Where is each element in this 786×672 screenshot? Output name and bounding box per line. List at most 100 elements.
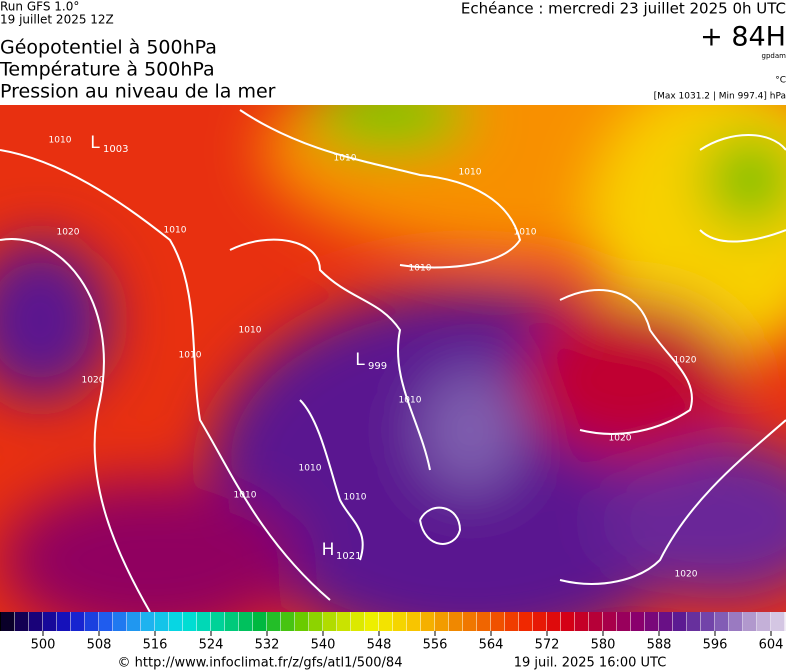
colorbar-swatch	[379, 612, 393, 631]
isobar-label: 1020	[82, 376, 105, 386]
colorbar-swatch	[407, 612, 421, 631]
colorbar-swatch	[561, 612, 575, 631]
colorbar-swatch	[673, 612, 687, 631]
colorbar-swatch	[519, 612, 533, 631]
valid-time: Echéance : mercredi 23 juillet 2025 0h U…	[461, 0, 786, 18]
colorbar-swatch	[715, 612, 729, 631]
colorbar-swatch	[645, 612, 659, 631]
colorbar-swatch	[155, 612, 169, 631]
colorbar-swatch	[71, 612, 85, 631]
source: © http://www.infoclimat.fr/z/gfs/atl1/50…	[118, 656, 403, 671]
isobar-label: 1010	[514, 228, 537, 238]
isobar-label: 1020	[609, 434, 632, 444]
colorbar-swatch	[463, 612, 477, 631]
colorbar-swatch	[785, 612, 786, 631]
colorbar-swatch	[211, 612, 225, 631]
colorbar-swatch	[659, 612, 673, 631]
run-date: 19 juillet 2025 12Z	[0, 13, 114, 27]
colorbar-swatch	[771, 612, 785, 631]
colorbar-swatch	[309, 612, 323, 631]
colorbar-swatch	[393, 612, 407, 631]
colorbar-swatch	[197, 612, 211, 631]
colorbar-swatch	[701, 612, 715, 631]
colorbar-swatch	[337, 612, 351, 631]
colorbar-swatch	[113, 612, 127, 631]
isobar-label: 1010	[344, 493, 367, 503]
title: Pression au niveau de la mer	[0, 81, 276, 103]
lead-time: + 84H	[700, 22, 786, 53]
colorbar-label: 596	[703, 638, 728, 653]
colorbar-swatch	[491, 612, 505, 631]
isobar-label: 1010	[334, 154, 357, 164]
isobar-label: 1020	[57, 228, 80, 238]
colorbar-swatch	[743, 612, 757, 631]
colorbar-label: 604	[759, 638, 784, 653]
colorbar-swatch	[85, 612, 99, 631]
colorbar-swatch	[687, 612, 701, 631]
pressure-center-type: L	[90, 133, 100, 153]
colorbar-swatch	[43, 612, 57, 631]
unit: gpdam	[762, 52, 786, 60]
colorbar-swatch	[603, 612, 617, 631]
colorbar-label: 580	[591, 638, 616, 653]
isobar-label: 1010	[299, 464, 322, 474]
isobar-label: 1010	[234, 491, 257, 501]
colorbar-swatch	[757, 612, 771, 631]
title: Température à 500hPa	[0, 59, 215, 81]
isobar-label: 1010	[399, 396, 422, 406]
colorbar-swatch	[57, 612, 71, 631]
colorbar-swatch	[575, 612, 589, 631]
colorbar-swatch	[225, 612, 239, 631]
colorbar-swatch	[631, 612, 645, 631]
pressure-center-value: 999	[368, 361, 387, 372]
colorbar-label: 500	[31, 638, 56, 653]
map	[0, 105, 786, 612]
colorbar-label: 524	[199, 638, 224, 653]
pressure-range: [Max 1031.2 | Min 997.4] hPa	[654, 92, 786, 102]
pressure-center-type: H	[322, 540, 335, 560]
colorbar-swatch	[589, 612, 603, 631]
colorbar-swatch	[29, 612, 43, 631]
colorbar-swatch	[1, 612, 15, 631]
colorbar-swatch	[239, 612, 253, 631]
colorbar-swatch	[351, 612, 365, 631]
isobar-label: 1010	[459, 168, 482, 178]
colorbar-swatch	[505, 612, 519, 631]
pressure-center-value: 1003	[103, 144, 128, 155]
colorbar-swatch	[267, 612, 281, 631]
colorbar-swatch	[99, 612, 113, 631]
isobar-label: 1010	[49, 136, 72, 146]
colorbar-swatch	[421, 612, 435, 631]
colorbar-swatch	[533, 612, 547, 631]
colorbar-swatch	[617, 612, 631, 631]
isobar-label: 1010	[239, 326, 262, 336]
generated: 19 juil. 2025 16:00 UTC	[514, 656, 667, 671]
colorbar-label: 556	[423, 638, 448, 653]
colorbar-label: 548	[367, 638, 392, 653]
colorbar-swatch	[729, 612, 743, 631]
colorbar-swatch	[281, 612, 295, 631]
colorbar-swatch	[183, 612, 197, 631]
colorbar-label: 516	[143, 638, 168, 653]
isobar-label: 1020	[675, 570, 698, 580]
title: Géopotentiel à 500hPa	[0, 37, 217, 59]
colorbar-swatch	[295, 612, 309, 631]
isobar-label: 1010	[164, 226, 187, 236]
colorbar-swatch	[435, 612, 449, 631]
colorbar-swatch	[253, 612, 267, 631]
colorbar-swatch	[547, 612, 561, 631]
colorbar-label: 508	[87, 638, 112, 653]
isobar-label: 1010	[179, 351, 202, 361]
run: Run GFS 1.0°	[0, 0, 79, 14]
colorbar-label: 532	[255, 638, 280, 653]
colorbar-label: 572	[535, 638, 560, 653]
colorbar-label: 540	[311, 638, 336, 653]
colorbar-swatch	[169, 612, 183, 631]
pressure-center-type: L	[355, 350, 365, 370]
colorbar-swatch	[127, 612, 141, 631]
colorbar-swatch	[15, 612, 29, 631]
pressure-center-value: 1021	[336, 551, 361, 562]
colorbar-swatch	[141, 612, 155, 631]
colorbar-label: 588	[647, 638, 672, 653]
